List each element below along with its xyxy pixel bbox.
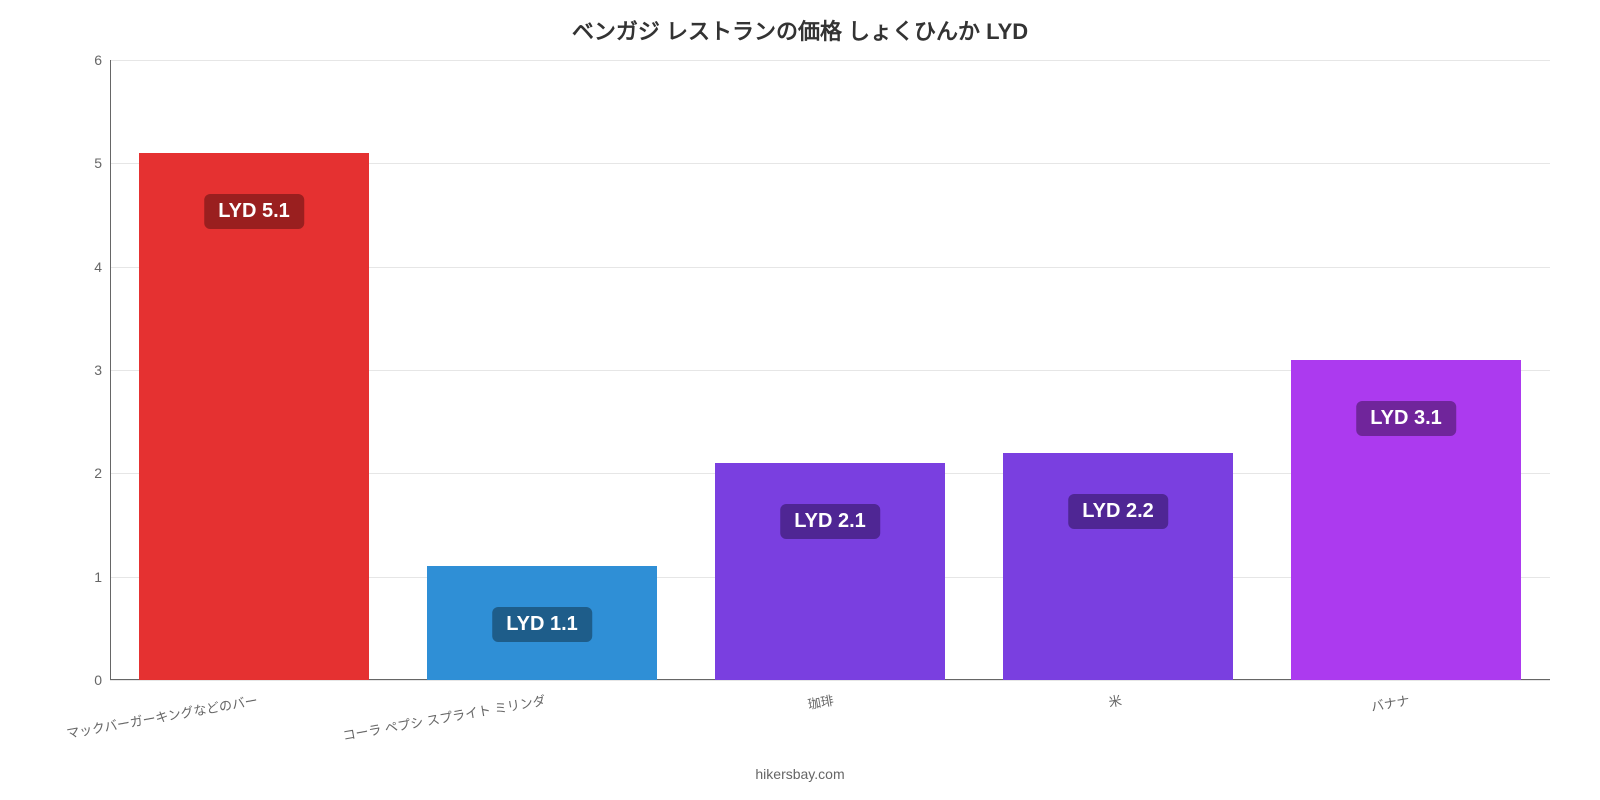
bar: LYD 2.1: [715, 463, 945, 680]
chart-title: ベンガジ レストランの価格 しょくひんか LYD: [0, 14, 1600, 46]
bar-value-badge: LYD 2.2: [1068, 494, 1168, 529]
bar-value-badge: LYD 2.1: [780, 504, 880, 539]
bar: LYD 5.1: [139, 153, 369, 680]
bar-value-badge: LYD 3.1: [1356, 401, 1456, 436]
bar: LYD 3.1: [1291, 360, 1521, 680]
y-tick-label: 5: [94, 155, 110, 171]
bar-value-badge: LYD 5.1: [204, 194, 304, 229]
y-tick-label: 4: [94, 259, 110, 275]
plot-area: LYD 5.1LYD 1.1LYD 2.1LYD 2.2LYD 3.1 マックバ…: [110, 60, 1550, 680]
y-tick-label: 2: [94, 465, 110, 481]
y-tick-label: 3: [94, 362, 110, 378]
chart-footer: hikersbay.com: [0, 766, 1600, 782]
bar-value-badge: LYD 1.1: [492, 607, 592, 642]
y-tick-label: 6: [94, 52, 110, 68]
bar: LYD 1.1: [427, 566, 657, 680]
y-tick-label: 0: [94, 672, 110, 688]
bar: LYD 2.2: [1003, 453, 1233, 680]
bars-layer: LYD 5.1 LYD 1.1 LYD 2.1 LYD 2.2 LYD 3.1: [110, 60, 1550, 680]
price-bar-chart: ベンガジ レストランの価格 しょくひんか LYD LYD 5.1LYD 1.1L…: [0, 0, 1600, 800]
y-tick-label: 1: [94, 569, 110, 585]
